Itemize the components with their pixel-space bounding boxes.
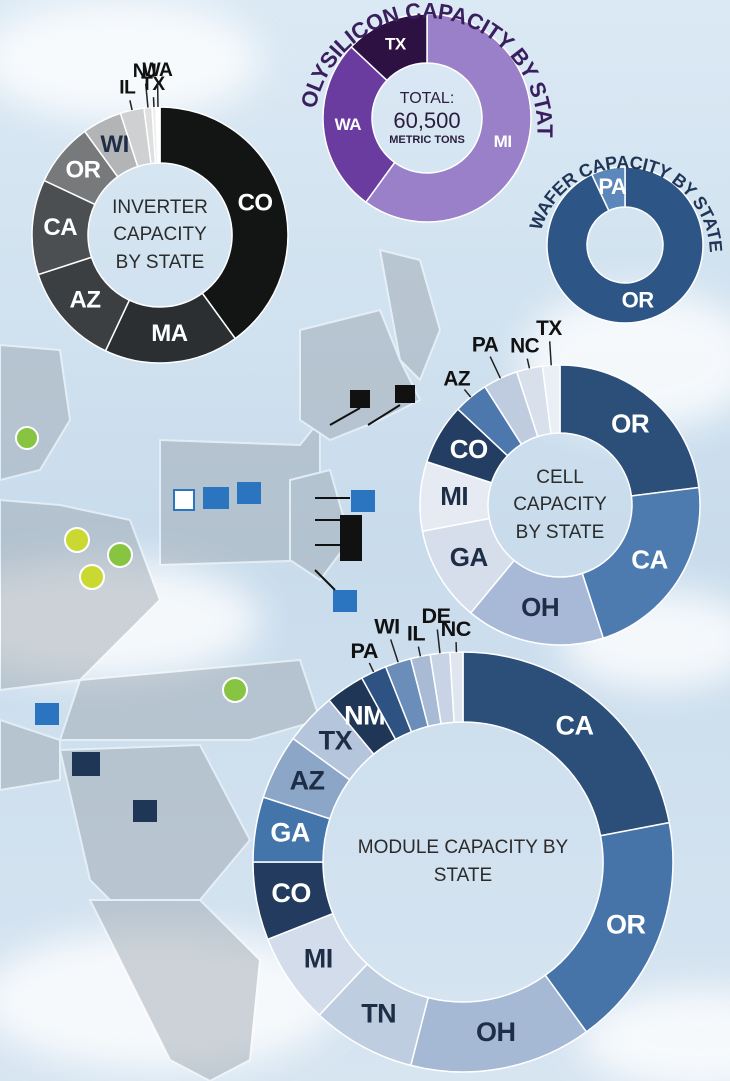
slice-label: MI xyxy=(494,132,512,151)
center-text: MODULE CAPACITY BY STATE xyxy=(343,722,583,1002)
slice-label: PA xyxy=(351,638,379,663)
slice-label: CA xyxy=(43,214,77,241)
center-box: CELL CAPACITY BY STATE xyxy=(500,433,620,577)
slice-label: OR xyxy=(606,910,646,940)
slice-label: WI xyxy=(374,614,399,639)
slice-label: CA xyxy=(631,545,668,575)
marker xyxy=(350,390,370,408)
marker xyxy=(133,800,157,822)
slice-label: AZ xyxy=(69,286,100,313)
infographic: COMAAZCAORWIILNJTXWAINVERTER CAPACITY BY… xyxy=(0,0,730,1081)
marker xyxy=(333,590,357,612)
slice-label: NC xyxy=(441,616,471,641)
slice-label: TX xyxy=(536,317,562,340)
chart-title: CELL CAPACITY BY STATE xyxy=(500,464,620,547)
slice-label: GA xyxy=(450,542,489,572)
marker xyxy=(35,703,59,725)
marker xyxy=(16,427,38,449)
slice-label: CO xyxy=(450,434,488,464)
center-annotation: TOTAL: xyxy=(400,89,455,108)
marker xyxy=(108,543,132,567)
center-text xyxy=(585,207,665,283)
center-text: CELL CAPACITY BY STATE xyxy=(500,433,620,577)
marker xyxy=(395,385,415,403)
center-annotation: 60,500 xyxy=(393,108,460,134)
marker xyxy=(174,490,194,510)
center-box: MODULE CAPACITY BY STATE xyxy=(343,722,583,1002)
marker xyxy=(203,487,229,509)
slice-label: MI xyxy=(304,943,333,973)
marker xyxy=(351,490,375,512)
marker xyxy=(72,752,100,776)
center-box: INVERTER CAPACITY BY STATE xyxy=(100,163,220,307)
chart-title: MODULE CAPACITY BY STATE xyxy=(343,834,583,889)
slice-label: CO xyxy=(238,189,273,216)
slice-label: WI xyxy=(100,131,128,158)
slice-label: WA xyxy=(142,60,173,81)
slice-label: MA xyxy=(151,320,187,347)
slice-label: OH xyxy=(476,1017,516,1047)
slice-label: AZ xyxy=(443,368,471,391)
slice-label: TX xyxy=(385,35,407,54)
slice-label: OR xyxy=(65,157,100,184)
slice-label: OH xyxy=(521,592,559,622)
center-box xyxy=(585,207,665,283)
marker xyxy=(65,528,89,552)
slice-label: AZ xyxy=(290,766,325,796)
marker xyxy=(340,515,362,561)
slice-label: WA xyxy=(335,115,362,134)
chart-title: INVERTER CAPACITY BY STATE xyxy=(100,194,220,277)
slice-label: CO xyxy=(271,878,311,908)
marker xyxy=(223,678,247,702)
center-text: INVERTER CAPACITY BY STATE xyxy=(100,163,220,307)
slice-label: PA xyxy=(472,333,499,356)
marker xyxy=(80,565,104,589)
marker xyxy=(237,482,261,504)
slice-label: MI xyxy=(440,481,468,511)
center-annotation: METRIC TONS xyxy=(389,134,465,147)
slice-label: GA xyxy=(270,818,310,848)
slice-label: OR xyxy=(622,287,655,312)
slice-label: TN xyxy=(361,998,396,1028)
slice-label: PA xyxy=(598,174,627,199)
page: {"chart_data": [ {"type": "pie", "title"… xyxy=(0,0,730,1081)
